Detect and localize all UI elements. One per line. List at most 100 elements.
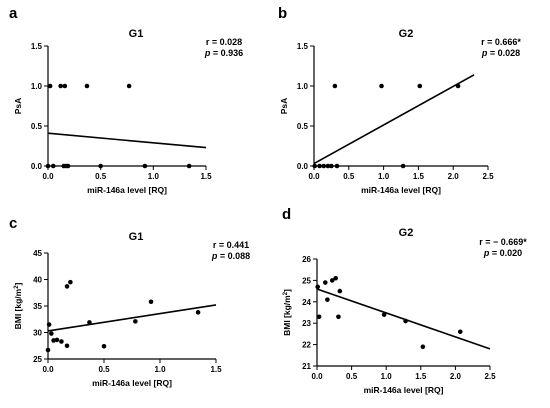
p-value: = 0.020 (489, 248, 522, 258)
data-point (68, 279, 73, 285)
data-point (321, 163, 327, 169)
data-point (87, 320, 92, 325)
chart-panel-b: b G2 r = 0.666*p = 0.028 0.0 0.5 1.0 1.5 2.0 2.5… (278, 5, 521, 195)
data-point (142, 163, 148, 169)
y-tick-label: 1.0 (31, 82, 43, 91)
panel-letter: a (9, 5, 18, 22)
data-point (379, 83, 384, 89)
y-tick-label: 1.5 (297, 42, 309, 51)
x-tick-label: 1.5 (200, 172, 212, 181)
y-axis-label-main: BMI [kg/m (13, 288, 23, 329)
x-tick-label: 0.0 (42, 172, 54, 181)
data-point (45, 347, 51, 353)
stat-r: r = 0.028 (206, 37, 242, 47)
y-tick-label: 30 (33, 329, 42, 338)
chart-panel-d: d G2 r = − 0.669*p = 0.020 0.0 0.5 1.0 1.5 2.0 2… (282, 206, 527, 395)
data-point (64, 343, 70, 349)
x-axis-label: miR-146a level [RQ] (92, 378, 172, 388)
x-tick-label: 0.5 (95, 172, 107, 181)
x-tick-label: 2.0 (448, 172, 460, 181)
y-tick-label: 26 (302, 255, 311, 264)
y-axis-label-main: PsA (279, 98, 289, 115)
stat-r: r = − 0.669* (479, 237, 527, 247)
data-point (101, 343, 107, 349)
data-point (46, 322, 52, 327)
data-point (98, 163, 103, 169)
x-tick-label: 0.5 (346, 372, 358, 381)
data-point (54, 337, 60, 343)
data-point (329, 278, 335, 283)
stat-p: p = 0.936 (204, 48, 243, 58)
x-tick-label: 0.5 (98, 365, 110, 374)
y-tick-label: 40 (33, 276, 42, 285)
data-point (333, 275, 338, 281)
data-point (49, 331, 54, 336)
x-tick-label: 0.0 (42, 365, 54, 374)
data-point (317, 163, 322, 169)
panel-letter: b (278, 5, 287, 22)
data-point (403, 318, 408, 324)
regression-line (316, 288, 491, 350)
data-point (325, 163, 331, 169)
y-axis-label: PsA (13, 98, 23, 115)
y-axis-label: BMI [kg/m2] (282, 289, 292, 336)
data-point (65, 163, 71, 169)
data-point (457, 329, 463, 335)
p-symbol: p (483, 248, 490, 258)
y-tick-label: 1.5 (31, 42, 43, 51)
data-point (148, 299, 154, 305)
y-tick-label: 1.0 (297, 82, 309, 91)
p-value: = 0.028 (487, 48, 520, 58)
y-axis-label-end: ] (282, 289, 292, 292)
regression-line (47, 304, 217, 332)
data-point (64, 284, 70, 289)
data-point (186, 163, 192, 169)
data-point (334, 163, 340, 169)
y-tick-label: 45 (33, 249, 42, 258)
data-point (59, 339, 64, 344)
data-point (400, 163, 406, 169)
y-tick-label: 23 (302, 319, 311, 328)
data-point (381, 312, 387, 317)
x-tick-label: 2.0 (450, 372, 462, 381)
data-point (312, 163, 317, 169)
y-tick-label: 21 (302, 362, 311, 371)
stat-p: p = 0.028 (481, 48, 520, 58)
y-tick-label: 25 (302, 276, 311, 285)
x-tick-label: 1.0 (381, 372, 393, 381)
data-point (47, 83, 53, 89)
stat-r: r = 0.441 (213, 240, 249, 250)
p-symbol: p (481, 48, 488, 58)
y-axis-label-main: PsA (13, 98, 23, 115)
data-point (50, 163, 56, 169)
y-axis-label-main: BMI [kg/m (282, 295, 292, 336)
x-tick-label: 1.5 (413, 172, 425, 181)
data-point (325, 297, 330, 302)
panel-letter: d (282, 206, 291, 223)
stat-r: r = 0.666* (481, 37, 521, 47)
y-axis-label-sup: 2 (283, 291, 289, 295)
regression-line (47, 132, 207, 149)
x-tick-label: 0.5 (343, 172, 355, 181)
x-tick-label: 0.0 (311, 372, 323, 381)
data-point (195, 310, 201, 315)
x-axis-label: miR-146a level [RQ] (361, 185, 441, 195)
p-value: = 0.936 (210, 48, 243, 58)
x-axis-label: miR-146a level [RQ] (364, 385, 444, 395)
y-axis-label: PsA (279, 98, 289, 115)
x-axis-label: miR-146a level [RQ] (87, 185, 167, 195)
stat-p: p = 0.020 (483, 248, 522, 258)
y-axis-label: BMI [kg/m2] (13, 282, 23, 329)
y-tick-label: 0.5 (297, 122, 309, 131)
data-point (337, 288, 343, 294)
y-tick-label: 0.5 (31, 122, 43, 131)
data-point (84, 83, 90, 89)
y-axis-label-end: ] (13, 282, 23, 285)
chart-title: G1 (129, 231, 144, 243)
data-point (133, 319, 138, 324)
data-point (58, 83, 63, 89)
y-tick-label: 0.0 (297, 162, 309, 171)
